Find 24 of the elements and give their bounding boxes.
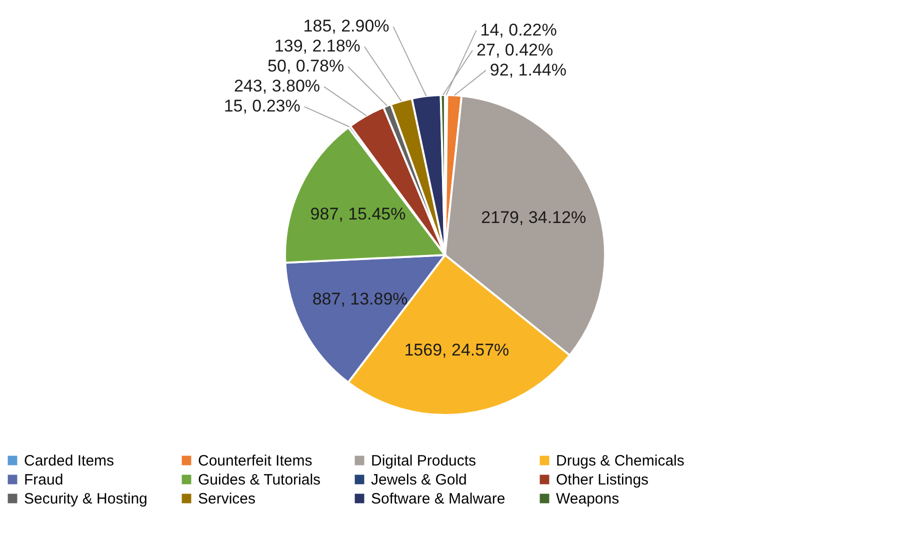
legend-label: Other Listings <box>556 472 649 488</box>
data-label: 139, 2.18% <box>274 36 360 56</box>
legend-label: Services <box>198 490 256 508</box>
legend-label: Security & Hosting <box>24 490 148 508</box>
data-label: 14, 0.22% <box>480 20 557 40</box>
data-label: 92, 1.44% <box>490 60 566 80</box>
legend-label: Software & Malware <box>371 490 506 508</box>
legend-label: Carded Items <box>24 452 114 470</box>
data-label: 1569, 24.57% <box>404 340 510 360</box>
data-label: 15, 0.23% <box>224 96 300 116</box>
data-label: 185, 2.90% <box>303 16 390 36</box>
data-label: 243, 3.80% <box>234 76 320 96</box>
legend-label: Fraud <box>24 472 64 488</box>
legend-label: Weapons <box>556 490 620 508</box>
data-label: 2179, 34.12% <box>481 208 586 228</box>
legend-label: Digital Products <box>371 452 476 470</box>
data-label: 987, 15.45% <box>310 204 406 224</box>
legend-label: Guides & Tutorials <box>198 472 321 488</box>
data-label: 887, 13.89% <box>312 290 408 309</box>
legend-label: Drugs & Chemicals <box>556 452 684 470</box>
data-label: 27, 0.42% <box>476 40 554 60</box>
legend-label: Counterfeit Items <box>198 452 312 470</box>
legend-label: Jewels & Gold <box>371 472 467 488</box>
data-label: 50, 0.78% <box>268 56 344 76</box>
